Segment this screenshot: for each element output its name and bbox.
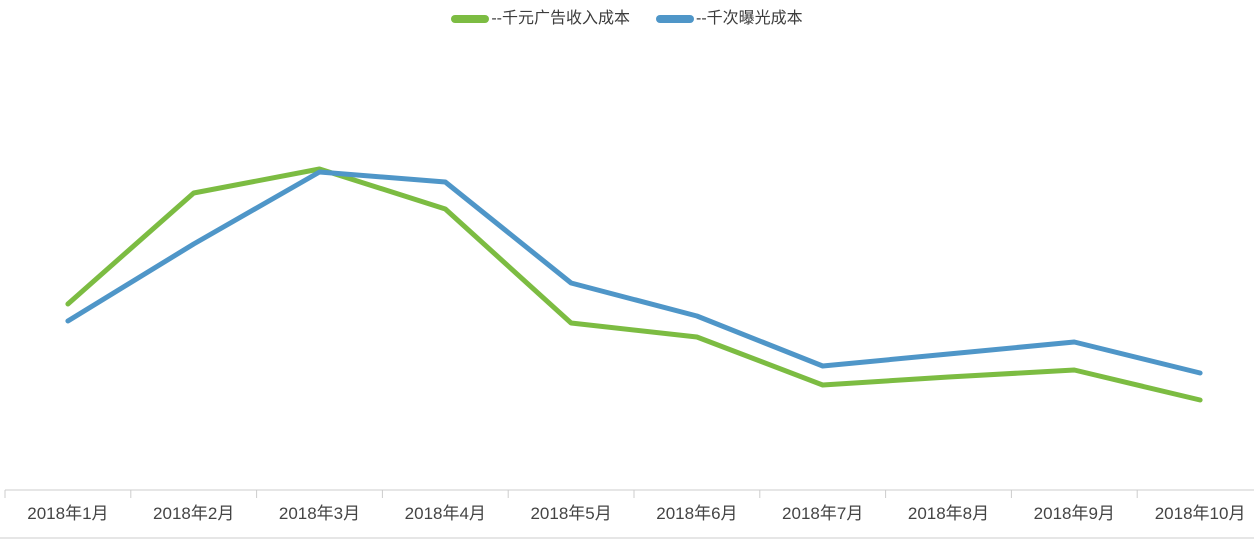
x-axis-label: 2018年8月 [908,504,989,523]
legend-swatch-blue [656,15,694,23]
legend-label-ad-revenue-cost: --千元广告收入成本 [491,10,630,27]
x-axis-label: 2018年10月 [1155,504,1246,523]
x-axis-label: 2018年7月 [782,504,863,523]
series-line-ad-revenue-cost [65,166,1203,403]
legend-label-impression-cost: --千次曝光成本 [696,10,803,27]
x-axis-label: 2018年3月 [279,504,360,523]
legend-item-ad-revenue-cost[interactable]: --千元广告收入成本 [451,8,630,30]
x-axis-label: 2018年1月 [27,504,108,523]
series-line-impression-cost [65,169,1203,376]
x-axis-label: 2018年2月 [153,504,234,523]
legend-item-impression-cost[interactable]: --千次曝光成本 [656,8,803,30]
chart-legend: --千元广告收入成本 --千次曝光成本 [0,8,1254,30]
x-axis-label: 2018年6月 [656,504,737,523]
x-axis-label: 2018年5月 [530,504,611,523]
x-axis-label: 2018年4月 [405,504,486,523]
legend-swatch-green [451,15,490,23]
x-axis-label: 2018年9月 [1034,504,1115,523]
